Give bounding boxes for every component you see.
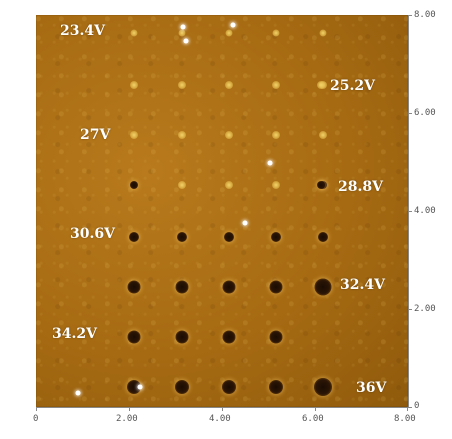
- pit-spot: [317, 181, 325, 189]
- bright-spot: [178, 29, 186, 37]
- bright-spot: [272, 29, 280, 37]
- bright-spot: [225, 131, 233, 139]
- debris-speck: [267, 160, 273, 166]
- x-tick: [36, 407, 37, 411]
- x-tick: [315, 407, 316, 411]
- bright-spot: [130, 29, 138, 37]
- bright-spot: [319, 131, 327, 139]
- debris-speck: [180, 24, 186, 30]
- pit-spot: [318, 232, 328, 242]
- x-tick-label: 0: [33, 414, 39, 424]
- pit-spot: [129, 232, 139, 242]
- pit-spot: [271, 232, 281, 242]
- bright-spot: [178, 181, 186, 189]
- pit-spot: [222, 380, 236, 394]
- pit-spot: [175, 380, 189, 394]
- debris-speck: [230, 22, 236, 28]
- x-tick: [407, 407, 408, 411]
- x-tick-label: 4.00: [209, 414, 231, 424]
- bright-spot: [130, 131, 138, 139]
- debris-speck: [137, 384, 143, 390]
- x-tick: [222, 407, 223, 411]
- voltage-label-row-3: 27V: [80, 127, 111, 143]
- bright-spot: [319, 29, 327, 37]
- y-tick-label: 8.00: [414, 10, 436, 20]
- pit-spot: [127, 380, 141, 394]
- pit-spot: [269, 280, 283, 294]
- y-tick: [408, 15, 412, 16]
- voltage-label-row-4: 28.8V: [338, 179, 383, 195]
- pit-spot: [269, 330, 283, 344]
- bright-spot: [317, 81, 325, 89]
- surface-texture: [36, 15, 408, 407]
- y-tick: [408, 113, 412, 114]
- y-tick-label: 0: [414, 401, 420, 411]
- pit-spot: [127, 280, 141, 294]
- voltage-label-row-6: 32.4V: [340, 277, 385, 293]
- x-tick-label: 6.00: [302, 414, 324, 424]
- pit-spot: [224, 232, 234, 242]
- pit-spot: [130, 181, 138, 189]
- pit-spot: [177, 232, 187, 242]
- voltage-label-row-1: 23.4V: [60, 23, 105, 39]
- debris-speck: [75, 390, 81, 396]
- x-tick-label: 8.00: [394, 414, 416, 424]
- pit-spot: [175, 330, 189, 344]
- bright-spot: [178, 131, 186, 139]
- bright-spot: [225, 29, 233, 37]
- pit-spot: [222, 330, 236, 344]
- pit-spot: [269, 380, 283, 394]
- bright-spot: [130, 81, 138, 89]
- pit-spot: [127, 330, 141, 344]
- voltage-label-row-5: 30.6V: [70, 226, 115, 242]
- bright-spot: [178, 81, 186, 89]
- pit-spot: [222, 280, 236, 294]
- x-tick: [129, 407, 130, 411]
- pit-spot: [314, 278, 332, 296]
- x-tick-label: 2.00: [116, 414, 138, 424]
- voltage-label-row-8: 36V: [356, 380, 387, 396]
- bright-spot: [272, 131, 280, 139]
- bright-spot: [272, 181, 280, 189]
- bright-spot: [272, 81, 280, 89]
- afm-scan-image: 23.4V 25.2V 27V 28.8V 30.6V 32.4V 34.2V …: [36, 15, 408, 407]
- voltage-label-row-7: 34.2V: [52, 326, 97, 342]
- debris-speck: [242, 220, 248, 226]
- y-tick-label: 2.00: [414, 304, 436, 314]
- bright-spot: [225, 81, 233, 89]
- pit-spot: [175, 280, 189, 294]
- y-tick: [408, 211, 412, 212]
- y-tick-label: 4.00: [414, 206, 436, 216]
- y-tick: [408, 407, 412, 408]
- pit-spot: [314, 378, 332, 396]
- y-tick: [408, 309, 412, 310]
- y-tick-label: 6.00: [414, 108, 436, 118]
- debris-speck: [183, 38, 189, 44]
- bright-spot: [225, 181, 233, 189]
- voltage-label-row-2: 25.2V: [330, 78, 375, 94]
